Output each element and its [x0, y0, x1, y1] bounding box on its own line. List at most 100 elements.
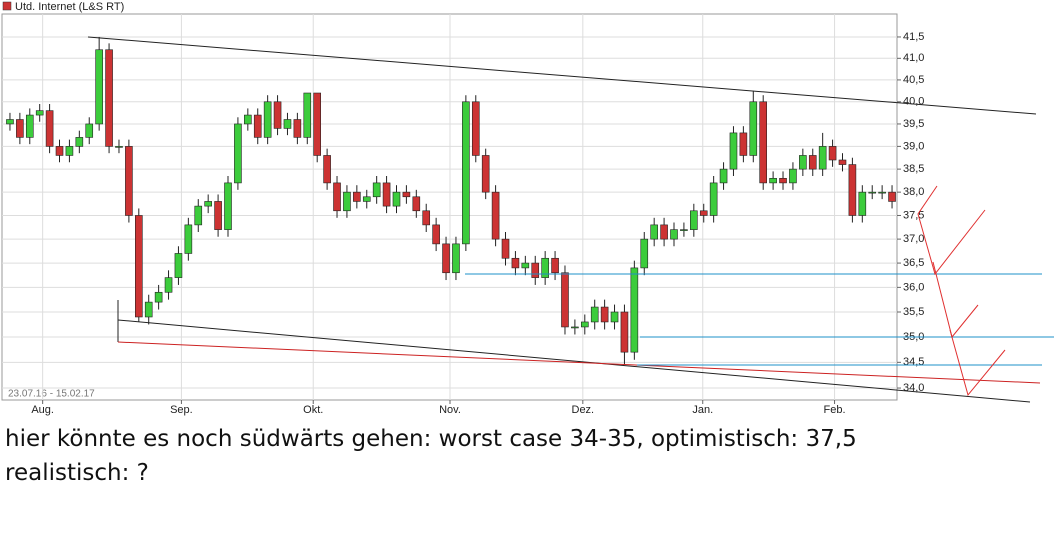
candle-body — [600, 306, 609, 323]
annotations — [87, 36, 1054, 403]
y-tick-label: 41,0 — [903, 52, 924, 64]
chart: Utd. Internet (L&S RT) 23.07.16 - 15.02.… — [1, 1, 1054, 416]
candle-body — [808, 155, 817, 170]
y-tick-label: 40,5 — [903, 74, 924, 86]
candle-body — [541, 257, 549, 278]
trend-line — [117, 319, 1031, 403]
candle-body — [362, 196, 371, 202]
candle-body — [719, 168, 728, 184]
candle-body — [372, 182, 381, 198]
candle-body — [214, 201, 222, 230]
y-tick-label: 34,5 — [903, 356, 924, 368]
candle-body — [828, 146, 837, 161]
y-tick-label: 38,0 — [903, 186, 924, 198]
candle-body — [452, 243, 460, 274]
date-range: 23.07.16 - 15.02.17 — [8, 389, 95, 400]
y-tick-label: 35,5 — [903, 306, 924, 318]
candle-body — [303, 92, 312, 138]
candle-body — [590, 306, 599, 323]
candle-body — [194, 205, 203, 226]
candle-body — [402, 191, 411, 198]
candles — [6, 36, 896, 365]
candle-body — [858, 191, 867, 216]
candle-body — [174, 253, 183, 278]
y-tick-label: 39,0 — [903, 140, 924, 152]
candle-body — [432, 224, 440, 245]
candle-body — [650, 224, 658, 240]
candle-body — [660, 224, 668, 240]
x-tick-label: Okt. — [303, 404, 323, 416]
x-tick-label: Aug. — [31, 404, 54, 416]
candle-body — [690, 210, 698, 230]
trend-line — [117, 341, 1041, 384]
candle-body — [353, 191, 361, 202]
candle-body — [45, 110, 54, 147]
candle-body — [313, 92, 322, 156]
candle-body — [709, 182, 718, 216]
x-tick-label: Dez. — [572, 404, 595, 416]
candle-body — [481, 155, 490, 193]
candle-body — [382, 182, 391, 207]
candle-body — [799, 155, 807, 170]
candle-body — [769, 177, 777, 184]
plot-frame — [1, 13, 898, 401]
candle-body — [144, 301, 153, 318]
candle-body — [135, 215, 143, 318]
candle-body — [640, 238, 649, 269]
y-tick-label: 40,0 — [903, 96, 924, 108]
candle-body — [184, 224, 193, 254]
candle-body — [670, 229, 678, 240]
candle-body — [759, 101, 768, 184]
x-tick-label: Jan. — [692, 404, 713, 416]
y-tick-label: 37,5 — [903, 209, 924, 221]
candle-body — [561, 272, 569, 328]
candle-body — [392, 191, 401, 207]
candle-body — [531, 262, 540, 278]
candle-body — [154, 291, 163, 303]
candle-body — [580, 321, 589, 328]
candle-body — [749, 101, 758, 156]
candle-body — [263, 101, 272, 138]
candle-body — [888, 191, 896, 202]
x-tick-label: Sep. — [170, 404, 193, 416]
y-tick-label: 36,5 — [903, 257, 924, 269]
x-tick-label: Feb. — [824, 404, 846, 416]
candle-body — [471, 101, 480, 156]
trend-line — [87, 36, 1037, 115]
candle-body — [244, 114, 252, 125]
scenario-line — [932, 261, 979, 339]
candle-body — [491, 191, 500, 240]
candle-body — [234, 123, 242, 184]
candle-body — [521, 262, 530, 269]
candle-body — [779, 177, 787, 184]
candle-body — [25, 114, 34, 138]
candle-body — [293, 119, 302, 138]
candle-body — [55, 146, 64, 156]
candle-body — [273, 101, 282, 129]
candle-body — [204, 201, 212, 207]
candle-body — [442, 243, 450, 274]
comment-line: hier könnte es noch südwärts gehen: wors… — [5, 426, 857, 452]
candle-body — [680, 229, 688, 231]
candle-body — [65, 146, 74, 156]
candle-body — [610, 311, 619, 323]
candle-body — [838, 159, 847, 165]
x-tick-label: Nov. — [439, 404, 461, 416]
candle-body — [35, 110, 44, 116]
candle-body — [699, 210, 708, 216]
y-tick-label: 39,5 — [903, 118, 924, 130]
candle-body — [818, 146, 827, 170]
candle-body — [16, 119, 24, 138]
candle-body — [551, 257, 559, 274]
candle-body — [125, 146, 133, 216]
scenario-line — [917, 185, 986, 276]
candle-body — [343, 191, 351, 212]
candle-body — [253, 114, 262, 138]
candle-body — [878, 191, 886, 194]
candle-body — [6, 119, 14, 125]
candle-body — [729, 132, 738, 170]
candle-body — [283, 119, 292, 129]
candle-body — [333, 182, 341, 212]
candle-body — [739, 132, 748, 156]
